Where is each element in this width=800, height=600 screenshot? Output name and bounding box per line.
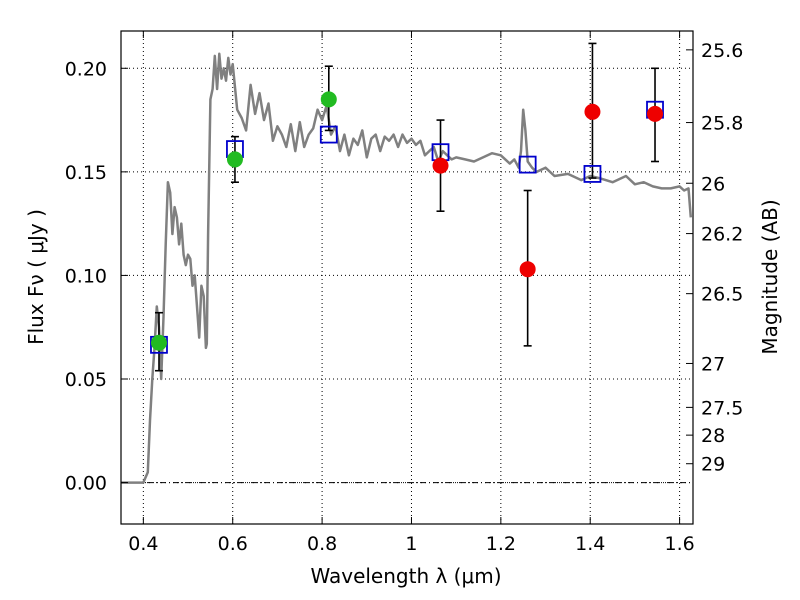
y2-tick-label: 26.5 — [701, 284, 743, 306]
x-tick-label: 0.8 — [307, 533, 337, 555]
model-band-square — [518, 155, 537, 174]
model-spectrum-line — [121, 52, 693, 484]
plot-frame — [120, 30, 694, 525]
red-data-point — [584, 103, 601, 120]
y2-tick-label: 26.2 — [701, 224, 743, 246]
red-data-point — [519, 261, 536, 278]
green-data-point — [320, 91, 337, 108]
green-data-point — [226, 151, 243, 168]
y-tick-label: 0.00 — [65, 473, 107, 495]
y-tick-label: 0.05 — [65, 369, 107, 391]
y-tick-label: 0.20 — [65, 58, 107, 80]
y2-tick-label: 25.6 — [701, 40, 743, 62]
y-axis: 0.00 0.05 0.10 0.15 0.20 — [65, 58, 128, 495]
x-axis-label: Wavelength λ (μm) — [310, 564, 501, 588]
green-data-point — [150, 334, 167, 351]
x-tick-label: 1.2 — [486, 533, 516, 555]
model-band-square — [319, 125, 338, 144]
x-axis: 0.4 0.6 0.8 1 1.2 1.4 1.6 — [128, 31, 695, 555]
x-tick-label: 1.4 — [575, 533, 605, 555]
y2-axis-label: Magnitude (AB) — [758, 199, 782, 354]
y2-tick-label: 27 — [701, 353, 725, 375]
red-data-point — [647, 105, 664, 122]
grid — [121, 31, 693, 524]
y2-tick-label: 27.5 — [701, 397, 743, 419]
y2-tick-label: 26 — [701, 173, 725, 195]
y2-tick-label: 29 — [701, 454, 725, 476]
y-tick-label: 0.15 — [65, 162, 107, 184]
y2-axis: 25.6 25.8 26 26.2 26.5 27 27.5 28 29 — [686, 40, 743, 476]
x-tick-label: 1 — [405, 533, 417, 555]
model-spectrum — [121, 52, 693, 484]
x-tick-label: 1.6 — [664, 533, 694, 555]
observed-points — [150, 91, 664, 351]
model-band-square — [583, 165, 602, 183]
y-tick-label: 0.10 — [65, 265, 107, 287]
x-tick-label: 0.6 — [218, 533, 248, 555]
y2-tick-label: 28 — [701, 425, 725, 447]
x-tick-label: 0.4 — [128, 533, 158, 555]
y2-tick-label: 25.8 — [701, 113, 743, 135]
y-axis-label: Flux Fν ( μJy ) — [24, 209, 48, 345]
red-data-point — [432, 157, 449, 174]
